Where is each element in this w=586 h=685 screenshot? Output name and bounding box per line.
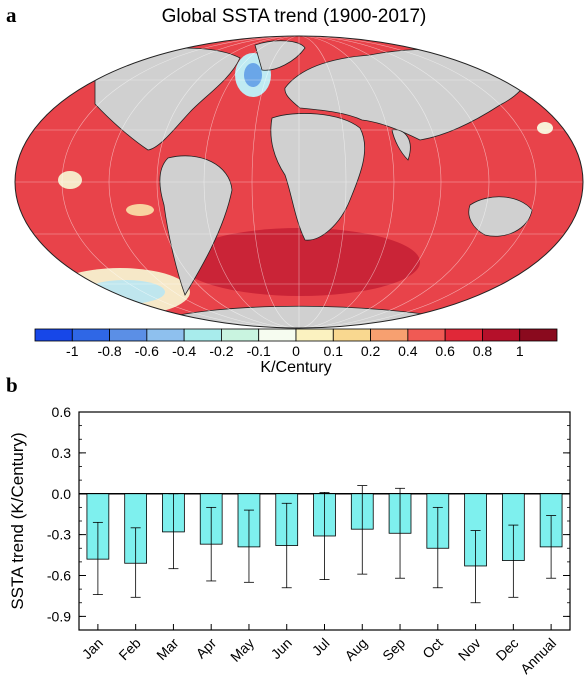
- colorbar-swatch: [183, 328, 222, 342]
- x-tick-label: Aug: [341, 635, 370, 664]
- eurasia: [284, 48, 529, 141]
- colorbar-tick-label: 0: [292, 343, 300, 359]
- south-america: [159, 155, 233, 296]
- africa: [270, 113, 365, 241]
- colorbar-swatch: [519, 328, 558, 342]
- colorbar-swatch: [34, 328, 73, 342]
- panel-b-letter: b: [6, 373, 18, 397]
- india: [391, 129, 411, 161]
- x-tick-label: Nov: [455, 635, 484, 664]
- y-axis-label: SSTA trend (K/Century): [8, 432, 27, 609]
- y-tick-label: -0.9: [47, 608, 71, 624]
- colorbar-tick-label: -0.8: [98, 343, 122, 359]
- colorbar-tick-label: 0.8: [473, 343, 493, 359]
- x-tick-label: Jul: [309, 635, 333, 659]
- y-tick-label: 0.0: [52, 486, 72, 502]
- colorbar-swatch: [370, 328, 409, 342]
- colorbar-swatch: [295, 328, 334, 342]
- colorbar-tick-label: -0.2: [209, 343, 233, 359]
- colorbar-swatch: [258, 328, 297, 342]
- colorbar-tick-label: -0.6: [135, 343, 159, 359]
- pacific-light-patch-1: [58, 171, 82, 189]
- x-tick-label: Jan: [79, 635, 106, 662]
- south-pacific-negative-patch: [85, 280, 165, 304]
- north-pacific-light-patch: [537, 122, 553, 134]
- world-map: [14, 35, 584, 329]
- colorbar-tick-label: -0.1: [247, 343, 271, 359]
- map-outline: [14, 35, 584, 329]
- y-tick-label: 0.6: [52, 404, 72, 420]
- colorbar-tick-label: 0.1: [324, 343, 344, 359]
- colorbar-unit: K/Century: [260, 359, 331, 376]
- north-atlantic-negative-core: [244, 63, 262, 87]
- x-tick-label: Oct: [419, 635, 446, 662]
- x-tick-label: May: [227, 635, 257, 665]
- colorbar-swatch: [482, 328, 521, 342]
- bar-chart: 0.6 0.3 0.0 -0.3 -0.6 -0.9 Jan Feb Mar Apr May Jun J…: [47, 404, 571, 677]
- x-tick-label: Sep: [379, 635, 408, 664]
- y-tick-label: 0.3: [52, 445, 72, 461]
- x-tick-label: Jun: [268, 635, 295, 662]
- colorbar-swatch: [146, 328, 185, 342]
- colorbar-tick-label: 1: [516, 343, 524, 359]
- map-graticule: [15, 36, 583, 328]
- colorbar-tick-label: -1: [66, 343, 79, 359]
- colorbar-tick-label: 0.6: [435, 343, 455, 359]
- colorbar-swatch: [332, 328, 371, 342]
- colorbar-swatch: [407, 328, 446, 342]
- colorbar-tick-label: -0.4: [172, 343, 196, 359]
- x-tick-label: Annual: [517, 635, 559, 677]
- x-tick-label: Apr: [193, 635, 220, 662]
- colorbar-swatch: [221, 328, 260, 342]
- pacific-light-patch-2: [126, 204, 154, 216]
- colorbar-tick-label: 0.4: [398, 343, 418, 359]
- panel-a-letter: a: [6, 3, 17, 27]
- colorbar-tick-label: 0.2: [361, 343, 381, 359]
- y-tick-label: -0.6: [47, 568, 71, 584]
- colorbar: -1 -0.8 -0.6 -0.4 -0.2 -0.1 0 0.1 0.2 0.4 0.6 0.8 1: [34, 328, 558, 359]
- x-tick-label: Feb: [115, 635, 144, 664]
- australia: [468, 196, 533, 237]
- colorbar-swatch: [71, 328, 110, 342]
- colorbar-swatch: [109, 328, 148, 342]
- southern-atlantic-warm-patch: [180, 228, 420, 296]
- colorbar-swatch: [444, 328, 483, 342]
- x-tick-label: Mar: [153, 635, 182, 664]
- x-tick-label: Dec: [493, 635, 522, 664]
- map-title: Global SSTA trend (1900-2017): [162, 6, 427, 27]
- y-tick-label: -0.3: [47, 527, 71, 543]
